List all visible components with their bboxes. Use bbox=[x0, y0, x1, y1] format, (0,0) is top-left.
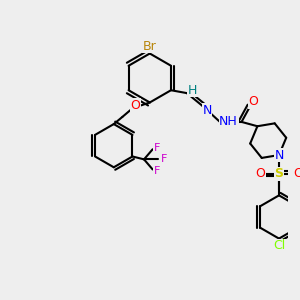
Text: N: N bbox=[274, 148, 284, 161]
Text: O: O bbox=[255, 167, 265, 180]
Text: H: H bbox=[188, 84, 197, 97]
Text: NH: NH bbox=[219, 116, 238, 128]
Text: Cl: Cl bbox=[273, 239, 285, 252]
Text: F: F bbox=[161, 154, 167, 164]
Text: F: F bbox=[154, 143, 160, 153]
Text: O: O bbox=[293, 167, 300, 180]
Text: O: O bbox=[130, 99, 140, 112]
Text: S: S bbox=[274, 167, 284, 180]
Text: N: N bbox=[202, 104, 212, 117]
Text: F: F bbox=[154, 166, 160, 176]
Text: O: O bbox=[248, 95, 258, 108]
Text: Br: Br bbox=[143, 40, 157, 53]
